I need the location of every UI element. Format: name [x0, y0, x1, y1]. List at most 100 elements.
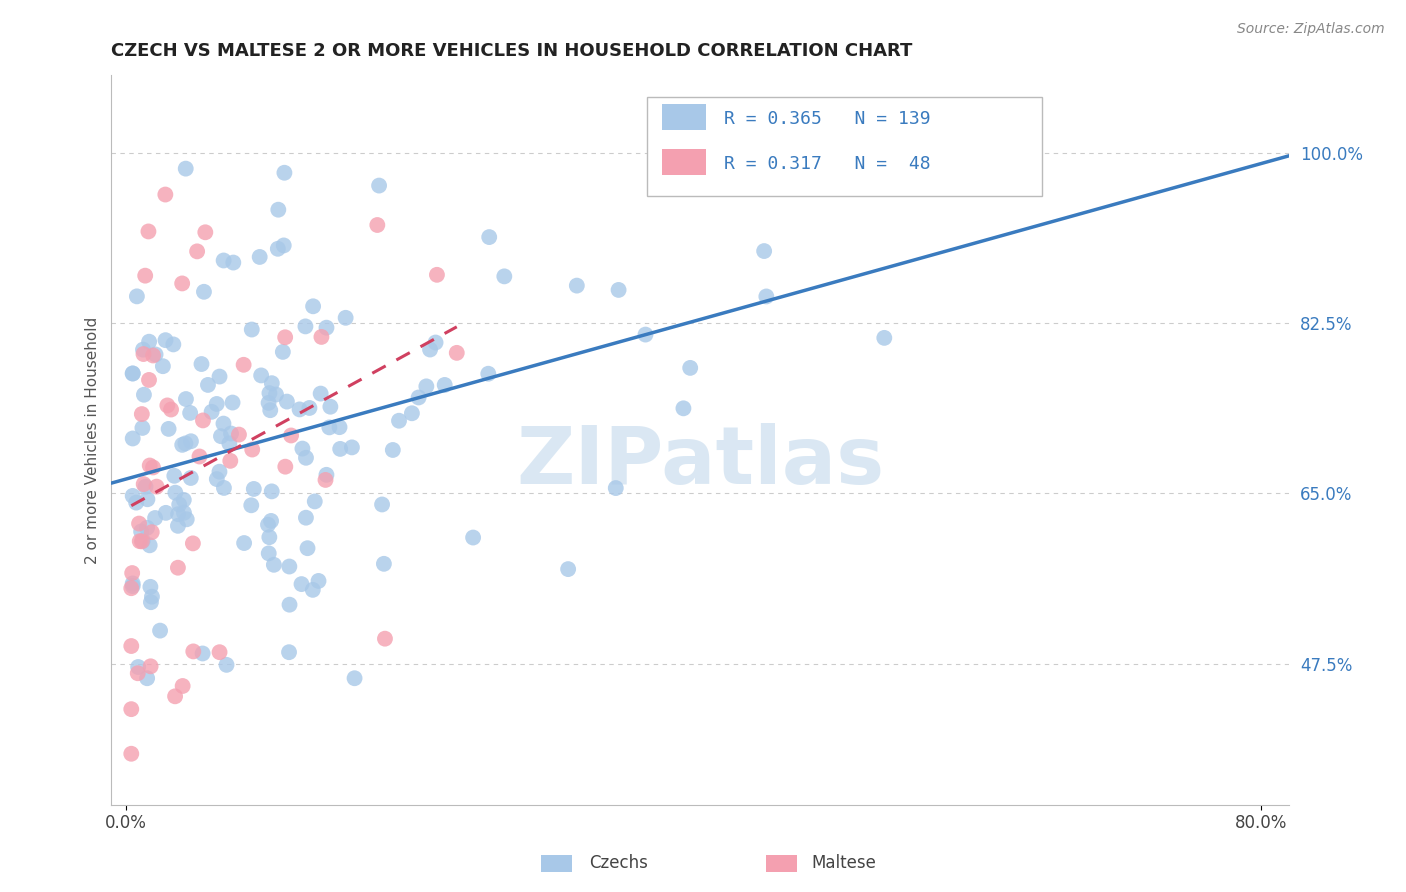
Point: [260, 484, 283, 499]
Point: [315, 473, 337, 487]
Point: [401, 406, 423, 420]
Point: [240, 322, 263, 336]
Point: [181, 644, 204, 658]
Point: [381, 442, 404, 457]
Point: [647, 153, 669, 167]
Point: [259, 386, 281, 401]
Point: [165, 690, 187, 704]
Point: [278, 598, 301, 612]
Point: [167, 560, 190, 574]
Point: [174, 392, 197, 406]
Point: [557, 562, 579, 576]
Point: [201, 405, 224, 419]
Point: [222, 255, 245, 269]
Point: [136, 521, 159, 535]
FancyBboxPatch shape: [662, 103, 706, 130]
Point: [163, 468, 186, 483]
Point: [291, 442, 314, 456]
Text: R = 0.317   N =  48: R = 0.317 N = 48: [724, 154, 931, 173]
Point: [142, 460, 165, 475]
Point: [240, 442, 263, 457]
Point: [301, 582, 323, 597]
Point: [276, 394, 298, 409]
Point: [139, 580, 162, 594]
Point: [143, 511, 166, 525]
Point: [138, 334, 160, 349]
Point: [193, 285, 215, 299]
Point: [315, 320, 337, 334]
Point: [634, 327, 657, 342]
Point: [368, 178, 391, 193]
Point: [233, 536, 256, 550]
Point: [288, 402, 311, 417]
Point: [280, 428, 302, 442]
Point: [605, 481, 627, 495]
Point: [160, 402, 183, 417]
Text: ZIPatlas: ZIPatlas: [516, 423, 884, 500]
Point: [174, 436, 197, 450]
Point: [188, 450, 211, 464]
Point: [194, 225, 217, 239]
Text: Source: ZipAtlas.com: Source: ZipAtlas.com: [1237, 22, 1385, 37]
Point: [128, 534, 150, 549]
Point: [167, 518, 190, 533]
Point: [172, 679, 194, 693]
Point: [319, 400, 342, 414]
Point: [267, 242, 290, 256]
Point: [304, 494, 326, 508]
Point: [127, 666, 149, 681]
Point: [302, 299, 325, 313]
Point: [297, 541, 319, 556]
Point: [127, 660, 149, 674]
Point: [186, 244, 208, 259]
Point: [278, 559, 301, 574]
Point: [259, 530, 281, 544]
Point: [273, 166, 295, 180]
Point: [138, 224, 160, 238]
Point: [179, 406, 201, 420]
Point: [260, 514, 283, 528]
Point: [315, 467, 337, 482]
Point: [191, 413, 214, 427]
Point: [138, 458, 160, 473]
Point: [132, 388, 155, 402]
Point: [294, 319, 316, 334]
Point: [366, 218, 388, 232]
Point: [250, 368, 273, 383]
Point: [212, 481, 235, 495]
Point: [128, 516, 150, 531]
Point: [167, 498, 190, 512]
Point: [415, 379, 437, 393]
Point: [374, 632, 396, 646]
Point: [131, 421, 153, 435]
Point: [136, 492, 159, 507]
Point: [257, 517, 280, 532]
Point: [219, 454, 242, 468]
Point: [328, 420, 350, 434]
Point: [121, 432, 143, 446]
Point: [257, 546, 280, 560]
Point: [260, 376, 283, 391]
Point: [120, 581, 142, 595]
Point: [142, 349, 165, 363]
Point: [752, 244, 775, 258]
Point: [221, 395, 243, 409]
Point: [446, 346, 468, 360]
Point: [145, 480, 167, 494]
Point: [145, 347, 167, 361]
Point: [607, 283, 630, 297]
Point: [295, 510, 318, 524]
Point: [136, 671, 159, 685]
Point: [240, 498, 263, 512]
Point: [340, 441, 363, 455]
Point: [131, 534, 153, 549]
Point: [135, 480, 157, 494]
Point: [461, 531, 484, 545]
Point: [152, 359, 174, 374]
Point: [172, 438, 194, 452]
Point: [156, 399, 179, 413]
Point: [172, 277, 194, 291]
Point: [494, 269, 516, 284]
Point: [419, 343, 441, 357]
Point: [298, 401, 321, 415]
